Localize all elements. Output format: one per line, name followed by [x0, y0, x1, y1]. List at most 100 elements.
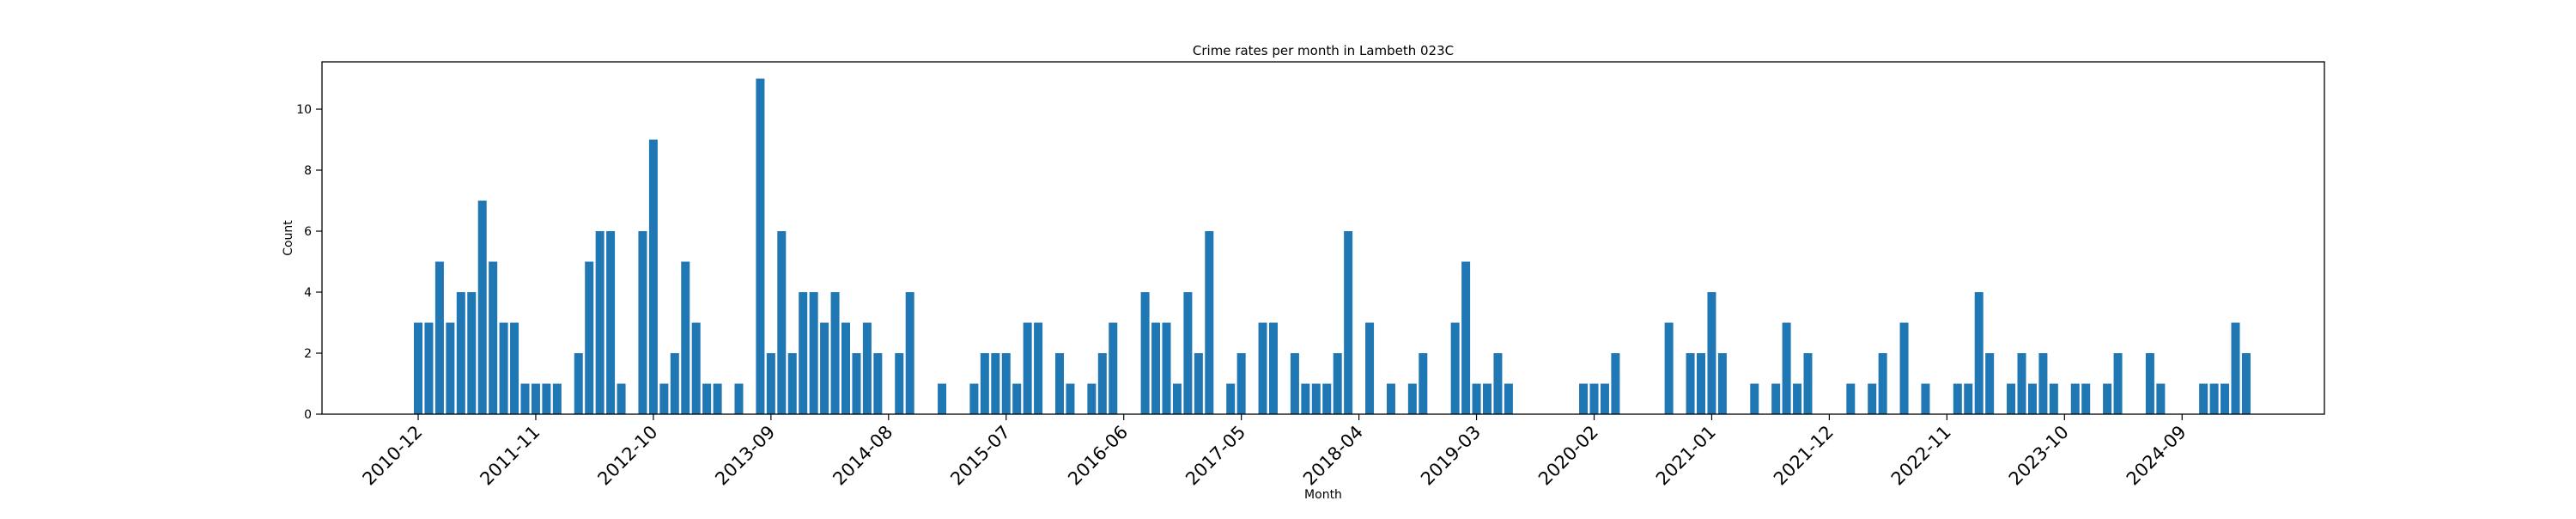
bar-2023-11: [2070, 383, 2080, 414]
bar-2023-09: [2049, 383, 2058, 414]
bar-2023-02: [1974, 292, 1984, 414]
bar-2019-04: [1483, 383, 1492, 414]
bar-2013-04: [713, 383, 722, 414]
bar-2024-07: [2156, 383, 2166, 414]
bar-2019-05: [1493, 353, 1503, 414]
y-tick-label-4: 4: [304, 286, 312, 300]
bar-2020-04: [1611, 353, 1620, 414]
bar-2011-07: [489, 261, 498, 414]
bar-2016-03: [1087, 383, 1097, 414]
bar-2023-05: [2007, 383, 2016, 414]
bar-2011-01: [424, 322, 434, 414]
bar-2016-10: [1162, 322, 1171, 414]
bar-2011-05: [467, 292, 477, 414]
bar-2014-02: [820, 322, 829, 414]
bar-2015-01: [938, 383, 947, 414]
bar-2011-04: [456, 292, 465, 414]
bar-2019-02: [1461, 261, 1471, 414]
bar-2019-06: [1504, 383, 1513, 414]
bar-2018-05: [1365, 322, 1375, 414]
bar-2013-08: [756, 78, 765, 415]
bar-2017-08: [1269, 322, 1278, 414]
bar-2011-12: [542, 383, 551, 414]
bar-2012-11: [659, 383, 669, 414]
bar-2023-06: [2017, 353, 2026, 414]
bar-2015-04: [969, 383, 979, 414]
bar-2014-03: [830, 292, 840, 414]
bar-2011-02: [434, 261, 444, 414]
bar-2016-09: [1151, 322, 1161, 414]
bar-2021-02: [1717, 353, 1727, 414]
x-axis-label: Month: [1304, 488, 1342, 502]
bar-2021-09: [1793, 383, 1802, 414]
bar-2015-07: [1001, 353, 1011, 414]
bar-2024-02: [2103, 383, 2112, 414]
bar-2021-10: [1803, 353, 1813, 414]
bar-2024-12: [2209, 383, 2219, 414]
bar-2016-05: [1109, 322, 1118, 414]
y-axis-label: Count: [282, 220, 295, 256]
bar-2015-05: [980, 353, 989, 414]
bar-2017-01: [1194, 353, 1203, 414]
bar-2015-12: [1055, 353, 1064, 414]
bar-2023-12: [2081, 383, 2091, 414]
bar-2012-12: [670, 353, 679, 414]
bar-2012-07: [617, 383, 626, 414]
y-tick-label-2: 2: [304, 347, 312, 361]
y-tick-label-6: 6: [304, 225, 312, 239]
bar-2023-01: [1964, 383, 1973, 414]
bar-2014-10: [905, 292, 914, 414]
bar-2019-01: [1450, 322, 1460, 414]
bar-2020-02: [1589, 383, 1599, 414]
bar-2011-10: [520, 383, 530, 414]
y-axis: 0 2 4 6 8 10: [296, 103, 322, 422]
bar-2018-10: [1419, 353, 1428, 414]
bar-2015-06: [991, 353, 1000, 414]
bar-2012-09: [638, 231, 647, 414]
bar-2020-01: [1579, 383, 1589, 414]
bar-2017-10: [1290, 353, 1299, 414]
bar-2012-06: [606, 231, 616, 414]
bar-2012-04: [585, 261, 594, 414]
bar-2011-03: [446, 322, 455, 414]
bar-2021-08: [1782, 322, 1791, 414]
bar-2022-02: [1846, 383, 1856, 414]
bar-2013-01: [681, 261, 690, 414]
bar-2022-07: [1899, 322, 1909, 414]
bar-2014-04: [841, 322, 850, 414]
bar-2019-03: [1472, 383, 1481, 414]
bar-2013-03: [702, 383, 712, 414]
bar-2011-11: [531, 383, 540, 414]
bar-2010-12: [414, 322, 422, 414]
bar-2025-02: [2231, 322, 2240, 414]
bar-2018-02: [1333, 353, 1342, 414]
bar-2018-07: [1386, 383, 1395, 414]
bar-2017-04: [1226, 383, 1236, 414]
bar-2016-04: [1097, 353, 1107, 414]
bar-2015-10: [1034, 322, 1043, 414]
bar-2015-09: [1023, 322, 1032, 414]
bar-2012-03: [574, 353, 583, 414]
plot-frame: [321, 61, 2325, 415]
bar-2012-05: [595, 231, 605, 414]
bar-2022-12: [1953, 383, 1962, 414]
bar-2015-08: [1012, 383, 1022, 414]
y-tick-label-8: 8: [304, 164, 312, 178]
bar-2021-01: [1707, 292, 1716, 414]
bar-2023-07: [2027, 383, 2037, 414]
y-tick-label-10: 10: [296, 103, 312, 117]
bar-2024-06: [2145, 353, 2154, 414]
chart-title: Crime rates per month in Lambeth 023C: [1193, 43, 1454, 58]
bar-2022-09: [1921, 383, 1930, 414]
bar-2017-12: [1311, 383, 1321, 414]
bar-2014-01: [809, 292, 818, 414]
bar-2016-01: [1066, 383, 1075, 414]
bar-2014-06: [862, 322, 872, 414]
bar-2012-10: [648, 139, 658, 414]
bar-2018-03: [1344, 231, 1353, 414]
bar-2023-03: [1985, 353, 1995, 414]
bar-2013-02: [691, 322, 701, 414]
bar-2018-09: [1407, 383, 1417, 414]
